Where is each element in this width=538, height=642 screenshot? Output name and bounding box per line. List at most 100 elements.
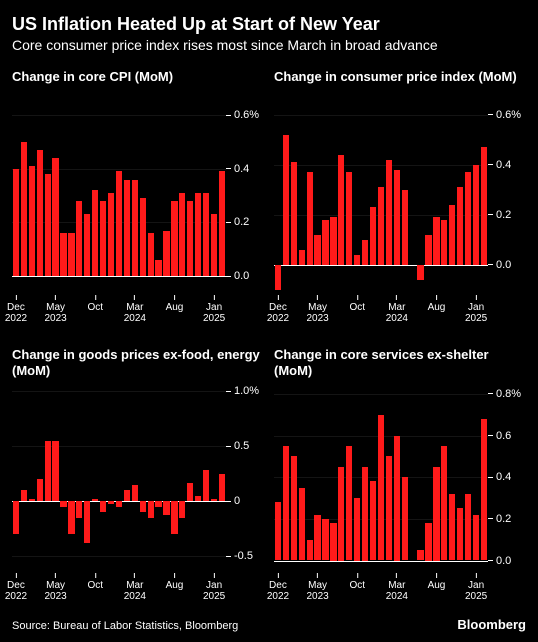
- x-tick-mark: [317, 573, 318, 578]
- bar-slot: [354, 107, 361, 295]
- bar-slot: [44, 386, 51, 574]
- x-axis-pad: [226, 295, 264, 325]
- bar-slot: [52, 107, 59, 295]
- y-tick: 0.4: [488, 471, 526, 483]
- bar: [203, 470, 209, 501]
- bar-slot: [370, 386, 377, 574]
- x-tick-label: Dec: [269, 302, 287, 313]
- bar-slot: [147, 107, 154, 295]
- bar-slot: [139, 386, 146, 574]
- x-tick-mark: [134, 573, 135, 578]
- y-tick-mark: [488, 435, 493, 436]
- y-tick-label: 0.2: [234, 216, 249, 228]
- bar: [171, 201, 177, 276]
- x-tick-label-year: 2023: [306, 591, 328, 602]
- x-tick-label-year: 2023: [44, 591, 66, 602]
- bar: [60, 233, 66, 276]
- bar-slot: [401, 107, 408, 295]
- x-tick-mark: [436, 295, 437, 300]
- bar: [84, 501, 90, 543]
- bar: [124, 490, 130, 501]
- bar-slot: [195, 107, 202, 295]
- bar: [307, 172, 313, 265]
- bar: [425, 235, 431, 265]
- y-tick: 0.6%: [226, 109, 264, 121]
- bar: [283, 135, 289, 265]
- bar: [76, 201, 82, 276]
- x-axis: Dec2022May2023OctMar2024AugJan2025: [12, 573, 264, 603]
- bar-slot: [179, 386, 186, 574]
- x-tick-label: Jan: [468, 580, 484, 591]
- bar-slot: [123, 386, 130, 574]
- x-axis-region: Dec2022May2023OctMar2024AugJan2025: [274, 573, 488, 603]
- y-tick: 0.0: [488, 259, 526, 271]
- x-tick-mark: [214, 295, 215, 300]
- x-tick-label: Mar: [388, 302, 405, 313]
- bar: [441, 446, 447, 561]
- bar: [29, 499, 35, 501]
- bar: [378, 415, 384, 561]
- y-tick-mark: [226, 222, 231, 223]
- bar: [322, 220, 328, 265]
- x-tick-label: Aug: [428, 302, 446, 313]
- bar: [457, 508, 463, 560]
- bar-slot: [354, 386, 361, 574]
- x-tick: Jan2025: [465, 573, 487, 602]
- y-tick-mark: [488, 560, 493, 561]
- x-tick-label-year: 2025: [465, 591, 487, 602]
- bar-slot: [171, 107, 178, 295]
- y-tick-label: 0.2: [496, 209, 511, 221]
- main-title: US Inflation Heated Up at Start of New Y…: [12, 14, 526, 35]
- bar-slot: [187, 107, 194, 295]
- x-tick-label-year: 2022: [5, 591, 27, 602]
- bar: [108, 193, 114, 276]
- x-tick: Mar2024: [124, 295, 146, 324]
- bar: [179, 193, 185, 276]
- bar-slot: [298, 386, 305, 574]
- footer: Source: Bureau of Labor Statistics, Bloo…: [12, 617, 526, 632]
- y-tick: 0.6%: [488, 109, 526, 121]
- bar-slot: [377, 386, 384, 574]
- x-tick-label-year: 2022: [5, 313, 27, 324]
- x-axis-region: Dec2022May2023OctMar2024AugJan2025: [12, 295, 226, 325]
- bar: [116, 501, 122, 507]
- x-tick-mark: [55, 295, 56, 300]
- x-tick: May2023: [44, 295, 66, 324]
- bar-slot: [218, 386, 225, 574]
- bar: [433, 467, 439, 561]
- x-tick-mark: [476, 573, 477, 578]
- bar-slot: [275, 386, 282, 574]
- bar-slot: [139, 107, 146, 295]
- bar-slot: [203, 107, 210, 295]
- bar: [354, 498, 360, 561]
- bar: [425, 523, 431, 561]
- y-tick: 0.6: [488, 430, 526, 442]
- bar: [386, 160, 392, 265]
- bar: [307, 540, 313, 561]
- bar: [21, 142, 27, 276]
- y-tick-mark: [226, 391, 231, 392]
- brand-text: Bloomberg: [457, 617, 526, 632]
- y-axis: 0.00.20.40.6%: [226, 107, 264, 295]
- panel-title: Change in consumer price index (MoM): [274, 69, 526, 101]
- bar: [13, 501, 19, 534]
- bar-slot: [480, 107, 487, 295]
- bar: [473, 515, 479, 561]
- y-tick: 0.4: [488, 159, 526, 171]
- bar: [148, 233, 154, 276]
- y-tick-mark: [226, 501, 231, 502]
- bars: [12, 386, 226, 574]
- bar-slot: [68, 386, 75, 574]
- bar-slot: [84, 107, 91, 295]
- bar: [163, 501, 169, 514]
- bar-slot: [465, 386, 472, 574]
- x-tick-label: May: [308, 302, 327, 313]
- bar-slot: [362, 107, 369, 295]
- y-tick: 0.2: [226, 216, 264, 228]
- bar: [52, 441, 58, 502]
- x-tick-mark: [95, 295, 96, 300]
- x-tick-label-year: 2022: [267, 313, 289, 324]
- y-tick-mark: [226, 556, 231, 557]
- bar: [338, 467, 344, 561]
- bar-slot: [179, 107, 186, 295]
